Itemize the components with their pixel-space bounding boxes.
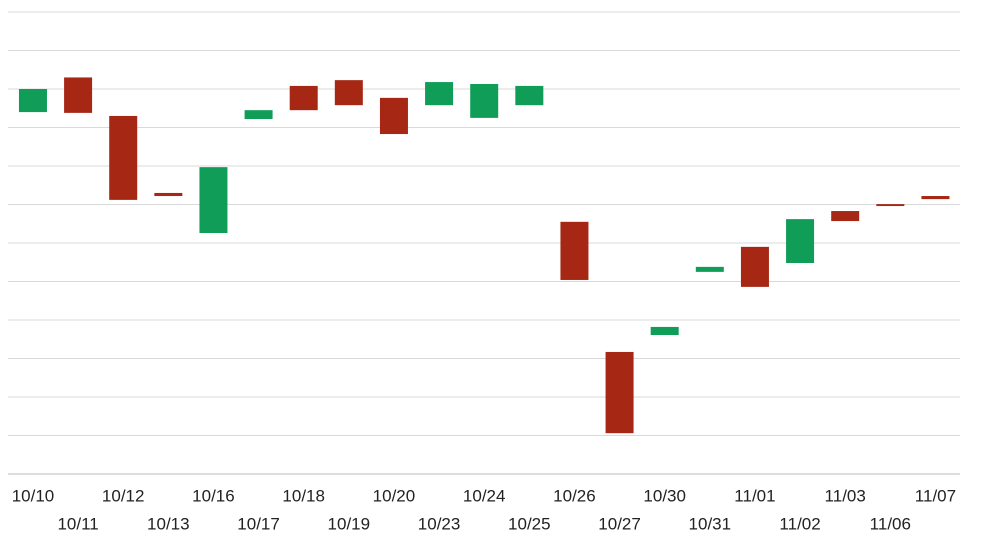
candle-body [154,192,183,197]
x-tick-label: 10/25 [508,514,551,533]
x-tick-label: 10/16 [192,486,235,505]
candle-body [695,266,724,272]
x-tick-label: 10/30 [643,486,686,505]
candle-body [18,89,47,113]
candle-body [876,204,905,207]
x-tick-label: 10/19 [328,514,371,533]
candle-body [921,196,950,200]
x-tick-label: 10/24 [463,486,506,505]
candle-body [199,167,228,233]
x-tick-label: 10/13 [147,514,190,533]
x-tick-label: 10/18 [282,486,325,505]
x-tick-label: 11/02 [779,514,820,533]
candle-body [650,326,679,336]
candle-body [289,85,318,111]
x-tick-label: 10/26 [553,486,596,505]
candle-body [109,115,138,200]
x-tick-label: 10/12 [102,486,145,505]
candle-body [831,211,860,222]
candle-body [515,85,544,106]
x-tick-label: 11/03 [825,486,866,505]
candle-body [786,219,815,264]
candle-body [64,77,93,113]
x-tick-label: 10/31 [689,514,732,533]
x-tick-label: 11/06 [870,514,911,533]
x-tick-label: 10/10 [12,486,55,505]
x-tick-label: 10/11 [57,514,98,533]
candle-body [244,110,273,120]
candle-body [560,221,589,280]
candle-body [334,80,363,106]
candle-body [605,351,634,434]
candle-body [740,246,769,287]
x-tick-label: 11/07 [915,486,956,505]
x-tick-label: 11/01 [734,486,775,505]
candle-body [425,82,454,106]
x-tick-label: 10/17 [237,514,280,533]
x-tick-label: 10/20 [373,486,416,505]
x-tick-label: 10/27 [598,514,641,533]
candle-body [470,83,499,118]
x-tick-label: 10/23 [418,514,461,533]
candle-body [379,97,408,135]
